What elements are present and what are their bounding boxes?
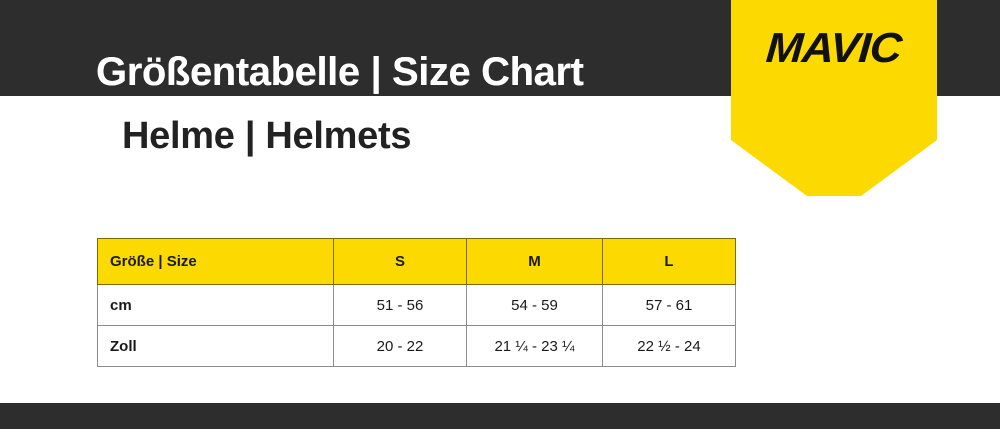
page-subtitle: Helme | Helmets — [122, 115, 412, 157]
table-row: Zoll 20 - 22 21 ¼ - 23 ¼ 22 ½ - 24 — [97, 325, 736, 367]
row-label-zoll: Zoll — [97, 325, 334, 367]
row-label-cm: cm — [97, 284, 334, 326]
table-header-label: Größe | Size — [97, 238, 334, 285]
cell-zoll-m: 21 ¼ - 23 ¼ — [466, 325, 603, 367]
cell-zoll-s: 20 - 22 — [333, 325, 467, 367]
mavic-logo-shield: MAVIC — [731, 0, 937, 196]
table-header-l: L — [602, 238, 736, 285]
cell-cm-l: 57 - 61 — [602, 284, 736, 326]
footer-band — [0, 403, 1000, 429]
table-header-s: S — [333, 238, 467, 285]
size-table: Größe | Size S M L cm 51 - 56 54 - 59 57… — [97, 238, 736, 367]
cell-cm-m: 54 - 59 — [466, 284, 603, 326]
table-header-m: M — [466, 238, 603, 285]
table-row: cm 51 - 56 54 - 59 57 - 61 — [97, 284, 736, 326]
table-header-row: Größe | Size S M L — [97, 238, 736, 285]
page-title-ghost: Größentabelle | Size Chart — [96, 50, 584, 94]
cell-zoll-l: 22 ½ - 24 — [602, 325, 736, 367]
page-title: Größentabelle | Size Chart — [96, 50, 584, 94]
cell-cm-s: 51 - 56 — [333, 284, 467, 326]
